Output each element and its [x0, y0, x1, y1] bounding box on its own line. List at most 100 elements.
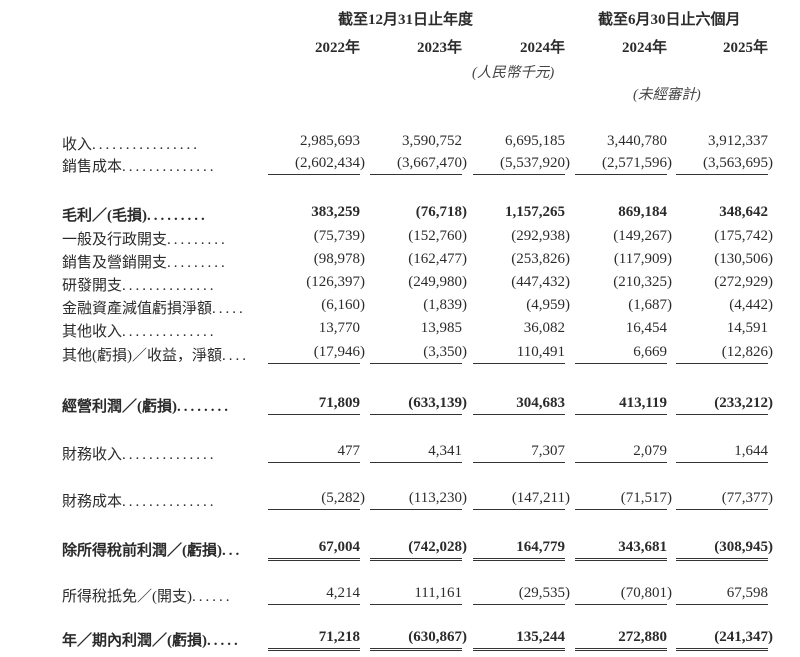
value-cell: 110,491 [516, 344, 565, 360]
value-cell: 1,644 [734, 443, 768, 459]
year-header-2024: 2024年 [519, 40, 565, 56]
single-underline [370, 174, 462, 175]
table-row: 其他(虧損)／收益，淨額.... (17,946) (3,350) 110,491 6,… [0, 344, 800, 364]
table-row: 所得稅抵免／(開支)...... 4,214 111,161 (29,535) (70,… [0, 585, 800, 605]
value-cell: (633,139) [408, 395, 467, 411]
value-cell: 135,244 [516, 629, 565, 645]
value-cell: 343,681 [618, 539, 667, 555]
value-cell: (292,938) [511, 228, 570, 244]
row-label: 除所得稅前利潤／(虧損)... [62, 539, 262, 560]
value-cell: (6,160) [321, 297, 365, 313]
value-cell: 272,880 [618, 629, 667, 645]
row-label: 一般及行政開支......... [62, 228, 262, 249]
row-label: 所得稅抵免／(開支)...... [62, 585, 262, 606]
row-label: 經營利潤／(虧損)........ [62, 395, 262, 416]
single-underline [575, 604, 667, 605]
single-underline [575, 363, 667, 364]
unaudited-note: (未經審計) [633, 87, 701, 103]
value-cell: (70,801) [620, 585, 672, 601]
single-underline [473, 363, 565, 364]
table-row: 研發開支.............. (126,397) (249,980) (447… [0, 274, 800, 294]
single-underline [676, 604, 768, 605]
value-cell: (12,826) [721, 344, 773, 360]
single-underline [473, 462, 565, 463]
table-row: 銷售及營銷開支......... (98,978) (162,477) (253,82… [0, 251, 800, 271]
value-cell: 67,598 [726, 585, 768, 601]
table-row: 其他收入.............. 13,770 13,985 36,082 16,4… [0, 320, 800, 340]
row-label-text: 銷售成本 [62, 159, 123, 175]
row-label-text: 銷售及營銷開支 [62, 255, 168, 271]
value-cell: 869,184 [618, 204, 667, 220]
row-label: 毛利／(毛損)......... [62, 204, 262, 225]
double-underline [473, 648, 565, 651]
value-cell: 2,079 [633, 443, 667, 459]
value-cell: (149,267) [613, 228, 672, 244]
single-underline [473, 509, 565, 510]
single-underline [676, 509, 768, 510]
double-underline [575, 648, 667, 651]
double-underline [676, 648, 768, 651]
leader-dots: ......... [147, 208, 208, 224]
row-label-text: 年／期內利潤／(虧損) [62, 633, 207, 649]
single-underline [370, 414, 462, 415]
double-underline [370, 558, 462, 561]
interim-period-header: 截至6月30日止六個月 [598, 12, 741, 28]
leader-dots: .... [222, 348, 249, 364]
value-cell: (77,377) [721, 490, 773, 506]
row-label: 收入................ [62, 133, 262, 154]
table-row: 毛利／(毛損)......... 383,259 (76,718) 1,157,265… [0, 204, 800, 224]
value-cell: (5,282) [321, 490, 365, 506]
value-cell: (117,909) [613, 251, 672, 267]
value-cell: 67,004 [318, 539, 360, 555]
year-header-2025-interim: 2025年 [722, 40, 768, 56]
value-cell: (71,517) [620, 490, 672, 506]
row-label: 其他收入.............. [62, 320, 262, 341]
value-cell: 477 [337, 443, 361, 459]
row-label-text: 所得稅抵免／(開支) [62, 589, 192, 605]
row-label-text: 其他收入 [62, 324, 123, 340]
row-label-text: 金融資產減值虧損淨額 [62, 301, 213, 317]
value-cell: (29,535) [518, 585, 570, 601]
value-cell: (152,760) [408, 228, 467, 244]
value-cell: (130,506) [714, 251, 773, 267]
single-underline [676, 363, 768, 364]
value-cell: 4,341 [428, 443, 462, 459]
value-cell: 413,119 [619, 395, 667, 411]
row-label: 財務收入.............. [62, 443, 262, 464]
row-label: 銷售及營銷開支......... [62, 251, 262, 272]
single-underline [268, 414, 360, 415]
value-cell: 3,590,752 [402, 133, 462, 149]
value-cell: 71,809 [318, 395, 360, 411]
leader-dots: .............. [122, 494, 217, 510]
double-underline [268, 648, 360, 651]
value-cell: 3,912,337 [708, 133, 768, 149]
row-label-text: 收入 [62, 137, 93, 153]
single-underline [575, 509, 667, 510]
row-label-text: 研發開支 [62, 278, 123, 294]
leader-dots: ...... [192, 589, 233, 605]
value-cell: (75,739) [313, 228, 365, 244]
value-cell: (162,477) [408, 251, 467, 267]
value-cell: 16,454 [625, 320, 667, 336]
double-underline [676, 558, 768, 561]
single-underline [676, 462, 768, 463]
leader-dots: .............. [122, 447, 217, 463]
value-cell: (3,667,470) [397, 155, 467, 171]
year-header-2022: 2022年 [314, 40, 360, 56]
single-underline [575, 462, 667, 463]
single-underline [370, 509, 462, 510]
leader-dots: .............. [122, 278, 217, 294]
single-underline [473, 604, 565, 605]
value-cell: 6,695,185 [505, 133, 565, 149]
value-cell: 7,307 [531, 443, 565, 459]
value-cell: 6,669 [633, 344, 667, 360]
row-label-text: 財務成本 [62, 494, 123, 510]
year-header-2024-interim: 2024年 [621, 40, 667, 56]
single-underline [370, 462, 462, 463]
single-underline [676, 174, 768, 175]
single-underline [575, 414, 667, 415]
value-cell: (2,602,434) [295, 155, 365, 171]
value-cell: 383,259 [311, 204, 360, 220]
value-cell: (241,347) [714, 629, 773, 645]
value-cell: (4,959) [526, 297, 570, 313]
